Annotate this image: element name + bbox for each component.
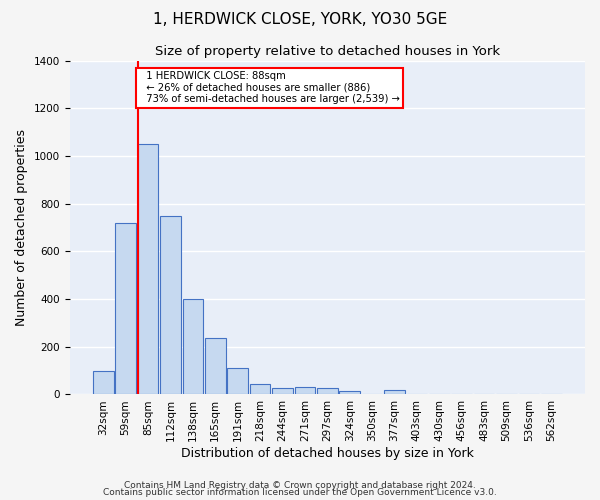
Text: Contains public sector information licensed under the Open Government Licence v3: Contains public sector information licen… (103, 488, 497, 497)
Bar (160, 216, 181, 394)
Bar (205, 338, 226, 394)
Bar (115, 222, 136, 394)
Bar (317, 388, 338, 394)
Bar (227, 368, 248, 394)
Bar (138, 144, 158, 395)
Bar (250, 384, 271, 394)
Text: Contains HM Land Registry data © Crown copyright and database right 2024.: Contains HM Land Registry data © Crown c… (124, 480, 476, 490)
X-axis label: Distribution of detached houses by size in York: Distribution of detached houses by size … (181, 447, 474, 460)
Text: 1 HERDWICK CLOSE: 88sqm
  ← 26% of detached houses are smaller (886)
  73% of se: 1 HERDWICK CLOSE: 88sqm ← 26% of detache… (140, 72, 400, 104)
Bar (340, 391, 360, 394)
Bar (295, 388, 315, 394)
Text: 1, HERDWICK CLOSE, YORK, YO30 5GE: 1, HERDWICK CLOSE, YORK, YO30 5GE (153, 12, 447, 28)
Bar (182, 299, 203, 394)
Y-axis label: Number of detached properties: Number of detached properties (15, 129, 28, 326)
Bar (93, 370, 113, 394)
Bar (272, 388, 293, 394)
Title: Size of property relative to detached houses in York: Size of property relative to detached ho… (155, 45, 500, 58)
Bar (384, 390, 405, 394)
